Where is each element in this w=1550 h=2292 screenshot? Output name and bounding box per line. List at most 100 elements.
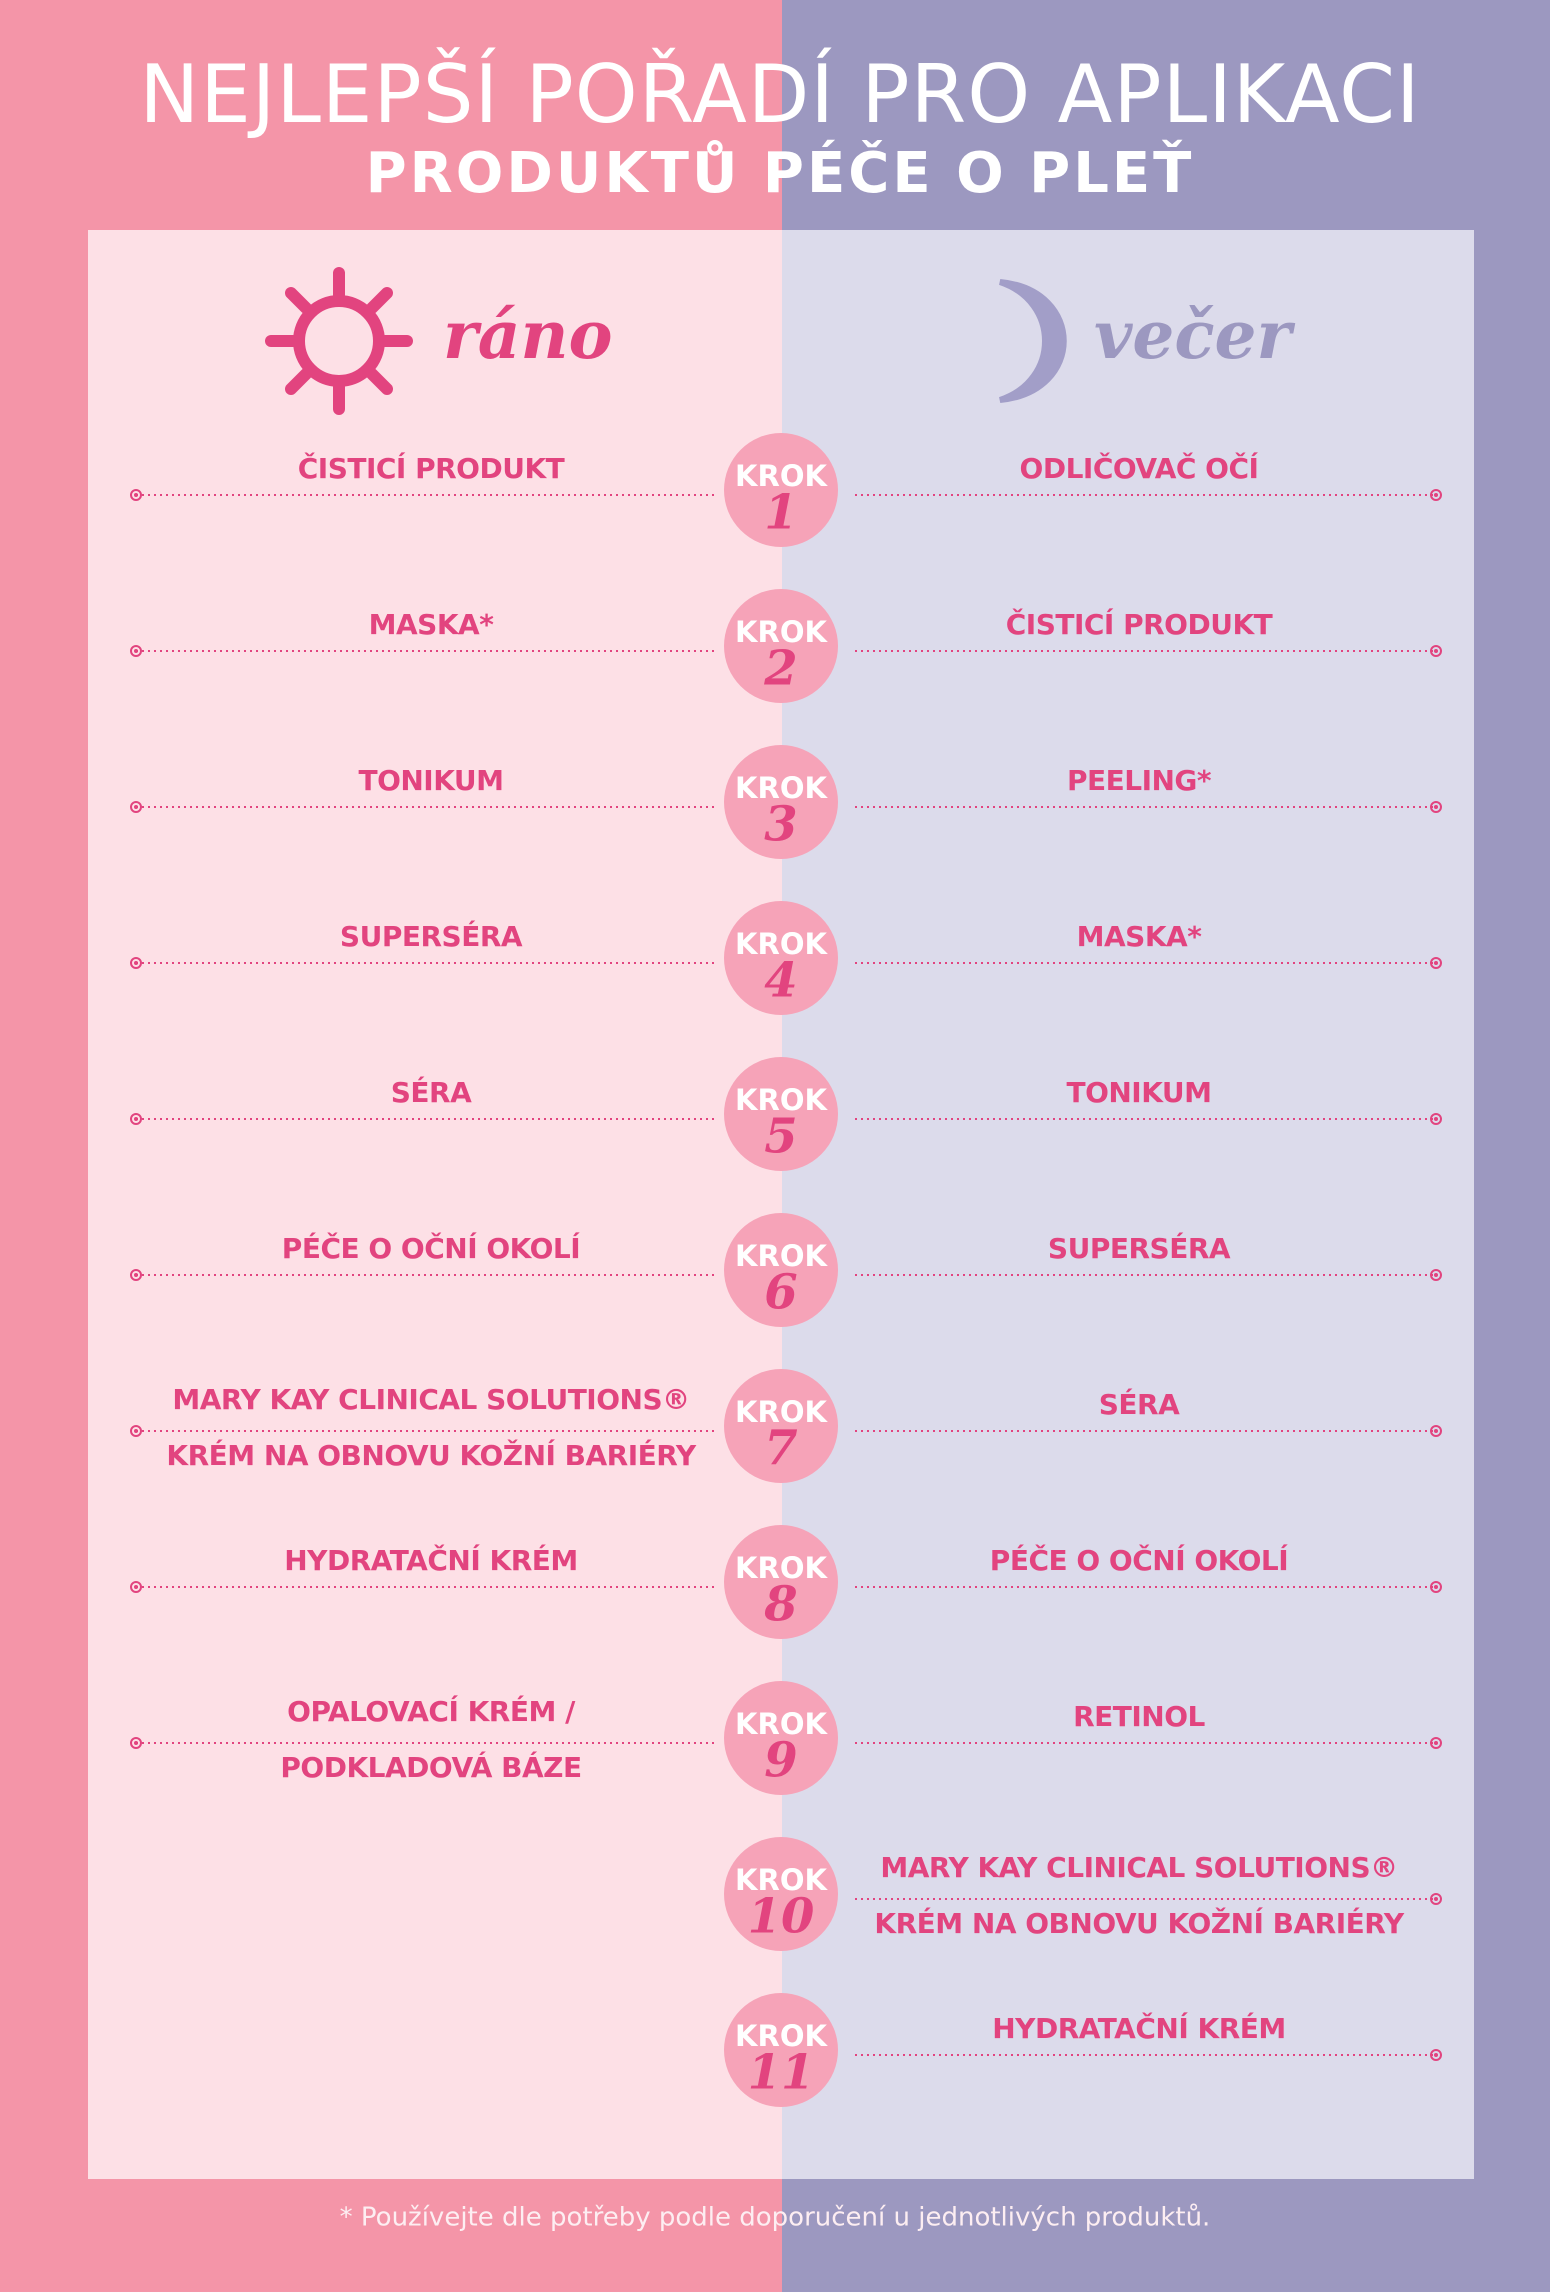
step-label: KROK <box>735 1239 828 1273</box>
step-circle <box>724 1057 838 1171</box>
line-end <box>1430 1737 1442 1749</box>
step-item: PÉČE O OČNÍ OKOLÍ <box>990 1543 1288 1577</box>
line-end <box>1430 957 1442 969</box>
line-end-dot <box>134 1585 138 1589</box>
line-end-dot <box>134 649 138 653</box>
evening-label: večer <box>1094 296 1296 374</box>
step-circle <box>724 745 838 859</box>
line-end <box>130 645 142 657</box>
subtitle: PRODUKTŮ PÉČE O PLEŤ <box>366 140 1195 206</box>
line-end <box>130 1737 142 1749</box>
line-end-dot <box>1434 961 1438 965</box>
step-item: SUPERSÉRA <box>1048 1231 1231 1265</box>
step-label: KROK <box>735 1707 828 1741</box>
step-number: 10 <box>748 1889 815 1945</box>
step-label: KROK <box>735 1083 828 1117</box>
line-end-dot <box>134 805 138 809</box>
line-end-dot <box>1434 1897 1438 1901</box>
line-end-dot <box>1434 805 1438 809</box>
line-end <box>1430 1113 1442 1125</box>
step-label: KROK <box>735 459 828 493</box>
moon-icon <box>999 279 1067 403</box>
step-circle <box>724 1369 838 1483</box>
step-item: PÉČE O OČNÍ OKOLÍ <box>282 1231 580 1265</box>
step-item: SÉRA <box>391 1075 472 1109</box>
step-number: 2 <box>763 641 797 697</box>
sun-icon <box>265 267 413 415</box>
step-label: KROK <box>735 615 828 649</box>
step-number: 5 <box>764 1109 797 1165</box>
line-end-dot <box>134 493 138 497</box>
step-number: 8 <box>763 1577 797 1633</box>
step-circle <box>724 901 838 1015</box>
line-end-dot <box>1434 1741 1438 1745</box>
step-item: TONIKUM <box>358 764 503 797</box>
step-item: PEELING* <box>1067 764 1212 797</box>
line-end-dot <box>134 1429 138 1433</box>
step-circle <box>724 1837 838 1951</box>
line-end <box>1430 1425 1442 1437</box>
step-item: MASKA* <box>1077 920 1203 953</box>
step-number: 3 <box>764 797 797 853</box>
step-item: MARY KAY CLINICAL SOLUTIONS® <box>880 1851 1397 1884</box>
step-item: TONIKUM <box>1066 1076 1211 1109</box>
step-number: 6 <box>764 1265 797 1321</box>
step-item: HYDRATAČNÍ KRÉM <box>992 2011 1286 2045</box>
line-end <box>130 957 142 969</box>
step-item: KRÉM NA OBNOVU KOŽNÍ BARIÉRY <box>166 1438 696 1472</box>
step-number: 7 <box>764 1421 797 1477</box>
line-end-dot <box>1434 1117 1438 1121</box>
step-item: PODKLADOVÁ BÁZE <box>280 1750 581 1784</box>
panel-left <box>88 230 782 2179</box>
line-end-dot <box>1434 1585 1438 1589</box>
step-label: KROK <box>735 771 828 805</box>
line-end-dot <box>134 1117 138 1121</box>
step-item: RETINOL <box>1073 1700 1205 1733</box>
line-end <box>1430 2049 1442 2061</box>
step-item: MARY KAY CLINICAL SOLUTIONS® <box>172 1383 689 1416</box>
line-end <box>130 801 142 813</box>
line-end-dot <box>1434 649 1438 653</box>
step-circle <box>724 1681 838 1795</box>
line-end-dot <box>1434 1429 1438 1433</box>
step-label: KROK <box>735 2019 828 2053</box>
line-end <box>130 1581 142 1593</box>
title: NEJLEPŠÍ POŘADÍ PRO APLIKACI <box>139 47 1420 141</box>
step-item: HYDRATAČNÍ KRÉM <box>284 1543 578 1577</box>
step-item: SUPERSÉRA <box>340 919 523 953</box>
step-circle <box>724 589 838 703</box>
step-number: 1 <box>764 485 797 541</box>
panel-right <box>782 230 1474 2179</box>
line-end-dot <box>1434 2053 1438 2057</box>
step-item: MASKA* <box>369 608 495 641</box>
line-end-dot <box>134 961 138 965</box>
step-label: KROK <box>735 1863 828 1897</box>
step-circle <box>724 1213 838 1327</box>
line-end <box>1430 1269 1442 1281</box>
step-item: OPALOVACÍ KRÉM / <box>287 1694 576 1728</box>
step-circle <box>724 433 838 547</box>
line-end <box>130 1113 142 1125</box>
footnote: * Používejte dle potřeby podle doporučen… <box>340 2203 1211 2233</box>
step-number: 11 <box>748 2045 815 2101</box>
step-item: ODLIČOVAČ OČÍ <box>1020 451 1259 485</box>
line-end <box>1430 1581 1442 1593</box>
line-end <box>130 1269 142 1281</box>
line-end <box>130 489 142 501</box>
line-end-dot <box>134 1273 138 1277</box>
step-item: ČISTICÍ PRODUKT <box>1006 607 1273 641</box>
step-label: KROK <box>735 1395 828 1429</box>
line-end <box>1430 645 1442 657</box>
step-circle <box>724 1993 838 2107</box>
line-end-dot <box>134 1741 138 1745</box>
step-item: KRÉM NA OBNOVU KOŽNÍ BARIÉRY <box>874 1906 1404 1940</box>
step-number: 4 <box>764 953 797 1009</box>
line-end <box>130 1425 142 1437</box>
step-item: ČISTICÍ PRODUKT <box>298 451 565 485</box>
line-end <box>1430 801 1442 813</box>
step-circle <box>724 1525 838 1639</box>
step-number: 9 <box>764 1733 797 1789</box>
line-end <box>1430 1893 1442 1905</box>
morning-label: ráno <box>443 296 613 374</box>
